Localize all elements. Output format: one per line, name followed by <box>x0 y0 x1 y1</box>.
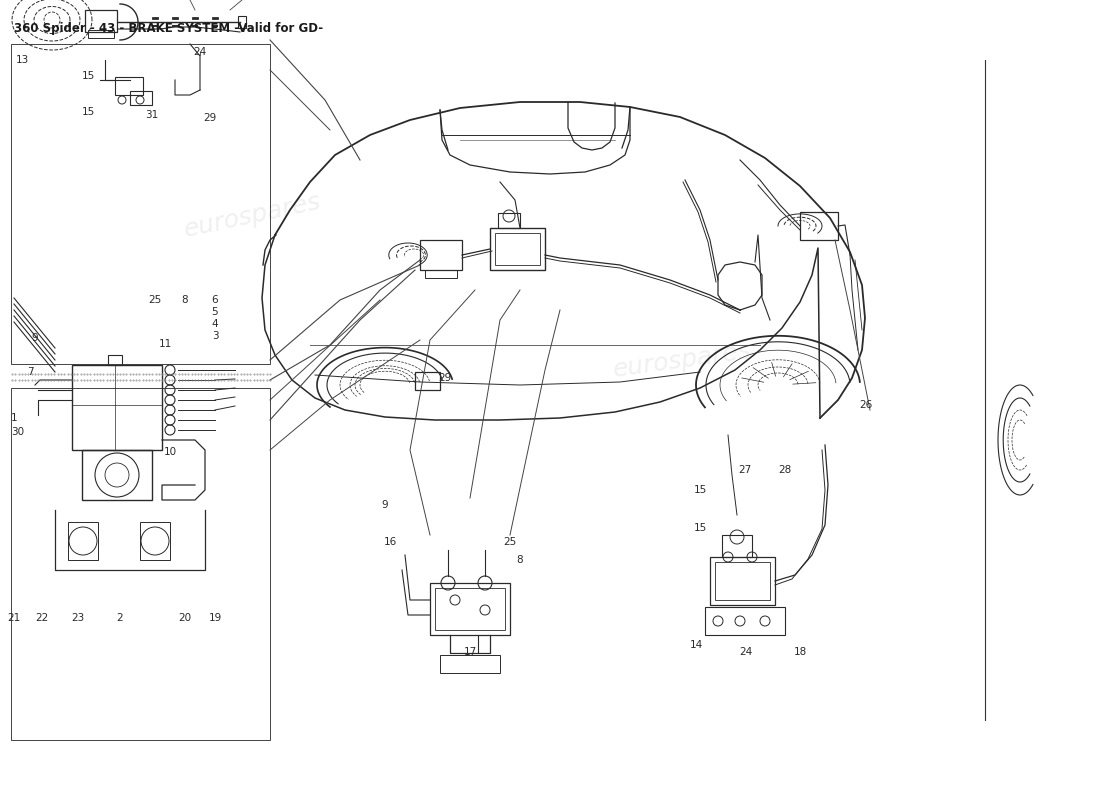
Text: 15: 15 <box>693 485 706 495</box>
Text: 29: 29 <box>204 113 217 123</box>
Bar <box>425 270 456 278</box>
Text: 20: 20 <box>178 613 191 623</box>
Text: 29: 29 <box>439 373 452 383</box>
Text: 27: 27 <box>738 465 751 475</box>
Text: 21: 21 <box>8 613 21 623</box>
Text: 1: 1 <box>11 413 18 423</box>
Text: 9: 9 <box>32 333 39 343</box>
Bar <box>705 607 785 635</box>
Text: 10: 10 <box>164 447 177 457</box>
Bar <box>495 233 540 265</box>
Bar <box>130 91 152 105</box>
Text: 15: 15 <box>693 523 706 533</box>
Bar <box>415 372 440 390</box>
Text: 19: 19 <box>208 613 221 623</box>
Bar <box>498 213 520 228</box>
Text: eurospares: eurospares <box>612 338 752 382</box>
Bar <box>440 655 500 673</box>
Text: eurospares: eurospares <box>183 190 323 242</box>
Bar <box>72 365 162 450</box>
Text: 2: 2 <box>117 613 123 623</box>
Text: 4: 4 <box>211 319 218 329</box>
Text: 23: 23 <box>72 613 85 623</box>
Text: 22: 22 <box>35 613 48 623</box>
Bar <box>108 355 122 365</box>
Bar <box>238 16 246 28</box>
Bar <box>715 562 770 600</box>
Text: 18: 18 <box>793 647 806 657</box>
Bar <box>116 77 143 95</box>
Text: 26: 26 <box>859 400 872 410</box>
Bar <box>88 30 114 38</box>
Text: 14: 14 <box>690 640 703 650</box>
Bar <box>420 240 462 270</box>
Text: 8: 8 <box>182 295 188 305</box>
Text: 17: 17 <box>463 647 476 657</box>
Bar <box>800 212 838 240</box>
Text: 5: 5 <box>211 307 218 317</box>
Bar <box>11 388 270 740</box>
Text: 15: 15 <box>81 71 95 81</box>
Text: 24: 24 <box>194 47 207 57</box>
Text: 13: 13 <box>15 55 29 65</box>
Text: 11: 11 <box>158 339 172 349</box>
Bar <box>140 522 170 560</box>
Text: 8: 8 <box>517 555 524 565</box>
Text: 15: 15 <box>81 107 95 117</box>
Text: 28: 28 <box>779 465 792 475</box>
Text: 25: 25 <box>504 537 517 547</box>
Text: 24: 24 <box>739 647 752 657</box>
Text: 6: 6 <box>211 295 218 305</box>
Text: 7: 7 <box>26 367 33 377</box>
Bar <box>85 10 117 32</box>
Text: 360 Spider - 43 - BRAKE SYSTEM -Valid for GD-: 360 Spider - 43 - BRAKE SYSTEM -Valid fo… <box>14 22 323 35</box>
Bar <box>490 228 544 270</box>
Bar <box>430 583 510 635</box>
Bar <box>722 535 752 557</box>
Text: 9: 9 <box>382 500 388 510</box>
Text: 16: 16 <box>384 537 397 547</box>
Bar <box>82 450 152 500</box>
Bar <box>434 588 505 630</box>
Text: 25: 25 <box>148 295 162 305</box>
Text: 31: 31 <box>145 110 158 120</box>
Bar <box>68 522 98 560</box>
Bar <box>11 44 270 364</box>
Text: 30: 30 <box>11 427 24 437</box>
Text: 3: 3 <box>211 331 218 341</box>
Bar <box>710 557 776 605</box>
